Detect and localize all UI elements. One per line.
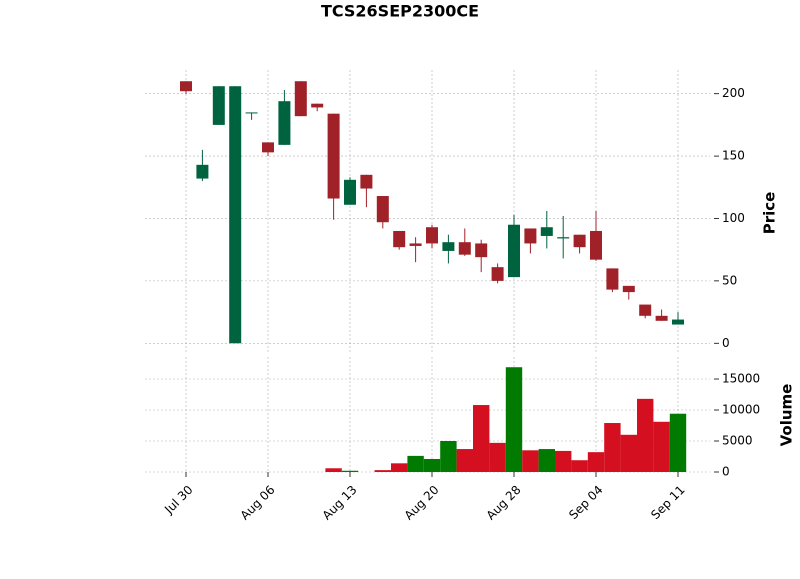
x-tick-label: Jul 30 [161,483,195,517]
volume-tick-label: 15000 [722,372,760,386]
candle-body [344,179,356,205]
candle-body [262,142,274,153]
chart-title: TCS26SEP2300CE [321,2,479,21]
candle-body [327,113,340,199]
candle-body [540,227,553,236]
volume-bar [637,398,654,472]
candle-body [606,268,619,290]
volume-tick-label: 0 [722,465,730,479]
candle-body [672,319,684,325]
volume-bar [522,450,539,472]
candle-body [458,242,471,255]
volume-bar [604,423,621,472]
x-tick-label: Aug 06 [238,483,278,523]
candle-body [376,196,389,223]
candle-body [294,81,307,117]
x-tick-label: Aug 13 [320,483,360,523]
candle-body [360,174,373,189]
volume-tick-label: 5000 [722,434,753,448]
candle-body [590,230,602,260]
y-tick-label: 100 [722,211,745,225]
volume-bar [571,460,588,472]
x-tick-label: Aug 20 [402,483,442,523]
y-tick-label: 200 [722,86,745,100]
x-tick-label: Sep 04 [566,483,605,522]
volume-bar [620,434,637,472]
y-tick-label: 50 [722,273,737,287]
volume-bar [587,452,605,472]
candle-body [311,103,324,108]
candle-body [245,112,258,114]
candle-body [393,230,406,248]
volume-bar [423,458,441,472]
y-axis-label: Price [761,192,779,235]
volume-bar [391,463,408,472]
volume-axis-label: Volume [778,384,796,447]
y-tick-label: 0 [722,336,730,350]
candle-body [426,227,438,244]
volume-bar [538,449,555,472]
volume-bar [489,442,506,472]
volume-bar [325,468,342,472]
candle-body [508,224,520,278]
candle-body [196,164,209,179]
candle-body [229,86,242,344]
candle-body [622,285,635,293]
candle-body [475,243,488,258]
candle-body [655,315,668,321]
candle-body [278,101,291,145]
candle-body [409,243,422,246]
volume-bar [440,441,457,472]
volume-bar [374,470,391,472]
candle-body [212,86,225,125]
x-tick-label: Sep 11 [648,483,687,522]
candle-body [573,234,586,248]
volume-bar [555,450,572,472]
volume-bar [407,455,424,472]
volume-bar [473,405,490,472]
candle-body [524,228,537,244]
candle-body [557,237,570,239]
volume-bar [505,367,523,472]
x-tick-label: Aug 28 [484,483,524,523]
candle-body [639,304,652,316]
candle-body [491,267,504,281]
y-tick-label: 150 [722,149,745,163]
volume-bar [456,449,473,472]
volume-tick-label: 10000 [722,403,760,417]
volume-bar [341,470,359,472]
candle-body [442,242,455,251]
candle-body [180,81,192,92]
volume-bar [653,421,670,472]
volume-bar [669,413,687,472]
